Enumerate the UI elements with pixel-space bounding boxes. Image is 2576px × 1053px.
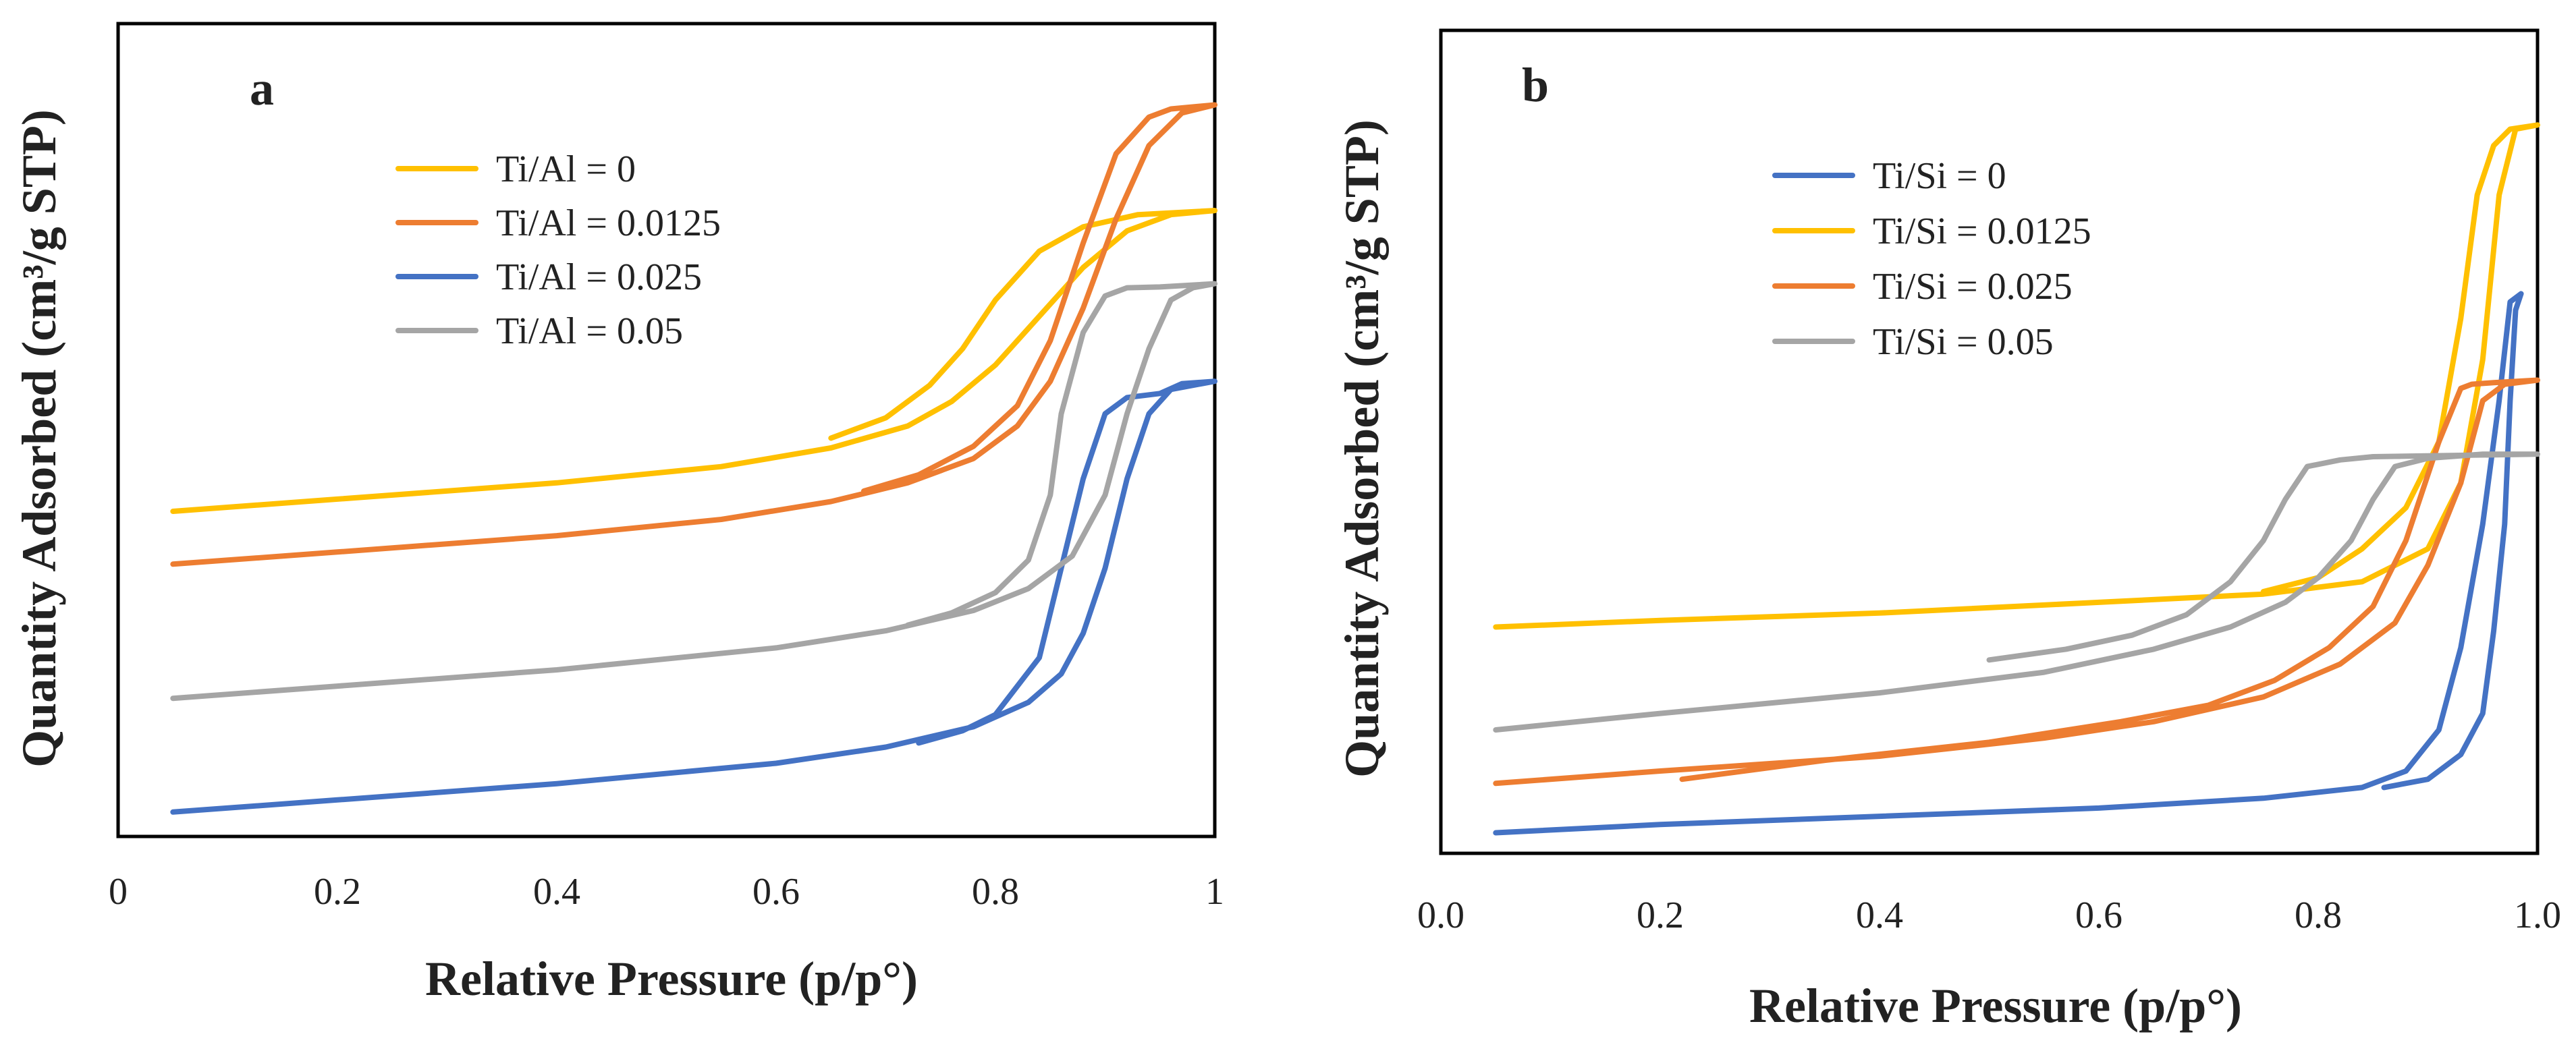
- panel-b-x-tick-label: 0.2: [1637, 894, 1684, 936]
- panel-a-x-tick-label: 1: [1205, 871, 1224, 913]
- panel-b-x-tick-label: 0.0: [1417, 894, 1464, 936]
- panel-b-series-1-line: [1493, 122, 2540, 630]
- panel-b-curves: [1493, 122, 2540, 836]
- panel-b-legend-label: Ti/Si = 0.025: [1873, 266, 2073, 308]
- panel-a-label: a: [250, 61, 274, 115]
- panel-b-series-0-line: [1493, 291, 2524, 836]
- panel-a-x-tick-label: 0.2: [314, 871, 361, 913]
- panel-b-x-tick-label: 1.0: [2514, 894, 2561, 936]
- panel-b-x-tick-label: 0.8: [2295, 894, 2342, 936]
- panel-a-x-tick-label: 0.6: [752, 871, 800, 913]
- panel-a-legend-label: Ti/Al = 0: [496, 148, 636, 190]
- panel-a-x-ticks: 0 0.2 0.4 0.6 0.8 1: [109, 871, 1224, 913]
- panel-a-legend-label: Ti/Al = 0.025: [496, 256, 702, 298]
- panel-b: 0.0 0.2 0.4 0.6 0.8 1.0 b Relative Pressure (…: [1335, 28, 2561, 1033]
- panel-b-plot-frame: [1439, 28, 2540, 855]
- panel-a-y-axis-title: Quantity Adsorbed (cm³/g STP): [12, 109, 66, 768]
- panel-a-series-1-line: [170, 102, 1217, 567]
- panel-a-series-0-line: [170, 208, 1217, 514]
- panel-b-legend-label: Ti/Si = 0.0125: [1873, 210, 2091, 252]
- panel-a-series-2-line: [170, 378, 1217, 815]
- panel-a-x-tick-label: 0.8: [972, 871, 1019, 913]
- panel-a-legend: Ti/Al = 0 Ti/Al = 0.0125 Ti/Al = 0.025 Ti/A…: [395, 148, 721, 352]
- panel-a-legend-label: Ti/Al = 0.0125: [496, 202, 721, 244]
- panel-b-x-axis-title: Relative Pressure (p/p°): [1749, 979, 2242, 1033]
- panel-b-series-3-line: [1493, 451, 2540, 733]
- panel-b-x-ticks: 0.0 0.2 0.4 0.6 0.8 1.0: [1417, 894, 2561, 936]
- panel-b-label: b: [1522, 58, 1549, 112]
- panel-b-legend-label: Ti/Si = 0.05: [1873, 321, 2054, 363]
- panel-b-legend-label: Ti/Si = 0: [1873, 155, 2006, 197]
- panel-a-plot-frame: [116, 22, 1217, 838]
- panel-b-y-axis-title: Quantity Adsorbed (cm³/g STP): [1335, 119, 1389, 778]
- panel-a-legend-label: Ti/Al = 0.05: [496, 310, 683, 352]
- panel-a-x-tick-label: 0.4: [533, 871, 580, 913]
- panel-b-legend: Ti/Si = 0 Ti/Si = 0.0125 Ti/Si = 0.025 Ti/S…: [1772, 155, 2091, 363]
- panel-a-x-tick-label: 0: [109, 871, 128, 913]
- panel-b-x-tick-label: 0.6: [2075, 894, 2122, 936]
- panel-b-series-2-line: [1493, 377, 2540, 787]
- panel-a: 0 0.2 0.4 0.6 0.8 1 a Relative Pressure (p/p°…: [12, 22, 1224, 1006]
- panel-b-x-tick-label: 0.4: [1856, 894, 1903, 936]
- panel-a-x-axis-title: Relative Pressure (p/p°): [425, 952, 918, 1006]
- panel-a-series-3-line: [170, 281, 1217, 702]
- panel-a-curves: [170, 102, 1217, 815]
